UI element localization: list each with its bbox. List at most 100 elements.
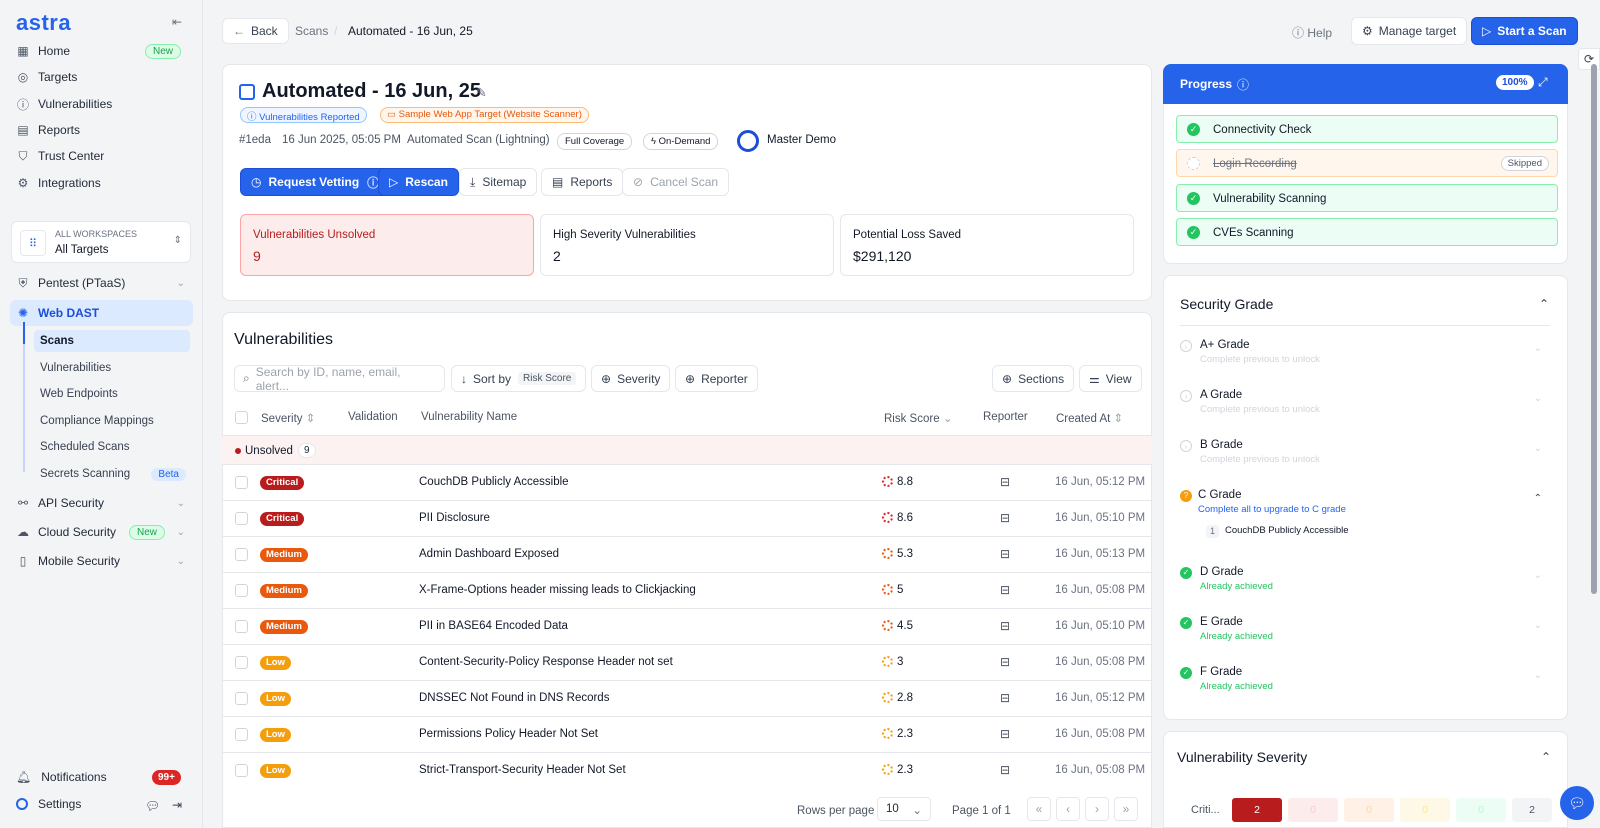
row-checkbox[interactable] — [235, 548, 248, 561]
c-grade-vuln-link[interactable]: CouchDB Publicly Accessible — [1225, 525, 1349, 536]
row-checkbox[interactable] — [235, 620, 248, 633]
logout-icon[interactable]: ⇥ — [172, 798, 183, 812]
table-row[interactable]: Low DNSSEC Not Found in DNS Records 2.8 ⊟ 16… — [222, 680, 1152, 716]
chevron-up-icon[interactable]: ⌃ — [1539, 297, 1550, 311]
nav-reports[interactable]: ▤ Reports — [17, 123, 81, 137]
row-checkbox[interactable] — [235, 764, 248, 777]
nav-pentest[interactable]: ⛨ Pentest (PTaaS) ⌄ — [10, 271, 193, 295]
sub-secrets-scanning[interactable]: Secrets Scanning Beta — [34, 463, 190, 485]
edit-pencil-icon[interactable]: ✎ — [476, 85, 487, 100]
nav-cloud-security[interactable]: ☁ Cloud Security New ⌄ — [17, 524, 185, 540]
table-row[interactable]: Medium PII in BASE64 Encoded Data 4.5 ⊟ 16 J… — [222, 608, 1152, 644]
row-checkbox[interactable] — [235, 728, 248, 741]
target-tag[interactable]: ▭ Sample Web App Target (Website Scanner… — [380, 107, 589, 123]
table-row[interactable]: Low Strict-Transport-Security Header Not … — [222, 752, 1152, 788]
table-row[interactable]: Medium Admin Dashboard Exposed 5.3 ⊟ 16 Jun,… — [222, 536, 1152, 572]
grade-d[interactable]: ✓ D Grade Already achieved ⌄ — [1180, 566, 1552, 606]
workspace-selector[interactable]: ⠿ ALL WORKSPACES All Targets ⇕ — [11, 221, 191, 263]
breadcrumb-scans[interactable]: Scans — [295, 24, 329, 38]
grade-a[interactable]: › A Grade Complete previous to unlock ⌄ — [1180, 389, 1552, 429]
sections-button[interactable]: ⊕ Sections — [992, 365, 1075, 392]
cancel-scan-button[interactable]: ⊘ Cancel Scan — [622, 168, 730, 196]
grade-c[interactable]: ? C Grade Complete all to upgrade to C gra… — [1180, 489, 1552, 544]
nav-mobile-security[interactable]: ▯ Mobile Security ⌄ — [10, 549, 193, 573]
row-checkbox[interactable] — [235, 512, 248, 525]
col-severity[interactable]: Severity ⇕ — [261, 413, 316, 425]
first-page-button[interactable]: « — [1027, 797, 1051, 821]
collapse-sidebar-icon[interactable]: ⇤ — [172, 15, 183, 29]
sev-cell-critical[interactable]: 2 — [1232, 798, 1282, 822]
vulnerability-name[interactable]: Strict-Transport-Security Header Not Set — [419, 764, 626, 776]
sev-cell-info[interactable]: 0 — [1456, 798, 1506, 822]
col-risk-score[interactable]: Risk Score ⌄ — [884, 413, 953, 425]
settings-link[interactable]: Settings — [16, 797, 81, 811]
vulnerability-name[interactable]: PII Disclosure — [419, 512, 490, 524]
severity-badge: Low — [260, 656, 291, 670]
sitemap-button[interactable]: ⤓ Sitemap — [459, 168, 538, 196]
prev-page-button[interactable]: ‹ — [1056, 797, 1080, 821]
reporter-filter-button[interactable]: ⊕ Reporter — [675, 365, 758, 392]
sev-cell-total[interactable]: 2 — [1512, 798, 1552, 822]
vulnerability-name[interactable]: DNSSEC Not Found in DNS Records — [419, 692, 610, 704]
rows-per-page-select[interactable]: 10 ⌄ — [877, 797, 931, 821]
chevron-up-icon[interactable]: ⌃ — [1541, 750, 1552, 764]
sort-by-button[interactable]: ↓ Sort by Risk Score — [451, 365, 587, 392]
nav-integrations[interactable]: ⚙ Integrations — [17, 176, 101, 190]
sev-cell-high[interactable]: 0 — [1288, 798, 1338, 822]
rescan-button[interactable]: ▷ Rescan — [378, 168, 459, 196]
start-scan-button[interactable]: ▷ Start a Scan — [1471, 17, 1578, 45]
grade-a-plus[interactable]: › A+ Grade Complete previous to unlock ⌄ — [1180, 339, 1552, 379]
next-page-button[interactable]: › — [1085, 797, 1109, 821]
sev-cell-medium[interactable]: 0 — [1344, 798, 1394, 822]
search-input[interactable]: ⌕ Search by ID, name, email, alert... — [234, 365, 445, 393]
manage-target-button[interactable]: ⚙ Manage target — [1351, 17, 1468, 45]
vulnerability-name[interactable]: Admin Dashboard Exposed — [419, 548, 559, 560]
unsolved-group-row[interactable]: Unsolved 9 — [222, 435, 1152, 465]
row-checkbox[interactable] — [235, 692, 248, 705]
grade-e[interactable]: ✓ E Grade Already achieved ⌄ — [1180, 616, 1552, 656]
vulnerability-name[interactable]: CouchDB Publicly Accessible — [419, 476, 569, 488]
last-page-button[interactable]: » — [1114, 797, 1138, 821]
nav-targets[interactable]: ◎ Targets — [17, 70, 78, 84]
nav-api-security[interactable]: ⚯ API Security ⌄ — [17, 496, 185, 510]
row-checkbox[interactable] — [235, 584, 248, 597]
view-button[interactable]: ⚌ View — [1079, 365, 1142, 392]
vulnerability-name[interactable]: Content-Security-Policy Response Header … — [419, 656, 673, 668]
grade-f[interactable]: ✓ F Grade Already achieved ⌄ — [1180, 666, 1552, 706]
scrollbar[interactable] — [1591, 64, 1597, 594]
row-checkbox[interactable] — [235, 476, 248, 489]
sev-cell-low[interactable]: 0 — [1400, 798, 1450, 822]
nav-trust-center[interactable]: ⛉ Trust Center — [10, 144, 193, 168]
grade-b[interactable]: › B Grade Complete previous to unlock ⌄ — [1180, 439, 1552, 479]
chat-support-icon[interactable]: 💬︎ — [1560, 786, 1594, 820]
table-row[interactable]: Low Content-Security-Policy Response Head… — [222, 644, 1152, 680]
col-created[interactable]: Created At ⇕ — [1056, 413, 1124, 425]
back-button[interactable]: ← Back — [222, 18, 289, 44]
request-vetting-button[interactable]: ◷ Request Vetting ⓘ — [240, 168, 391, 196]
row-checkbox[interactable] — [235, 656, 248, 669]
risk-gauge-icon — [882, 656, 893, 667]
sub-scans[interactable]: Scans — [34, 330, 190, 352]
help-link[interactable]: ⓘ Help — [1292, 26, 1333, 40]
table-row[interactable]: Medium X-Frame-Options header missing lea… — [222, 572, 1152, 608]
sub-compliance-mappings[interactable]: Compliance Mappings — [40, 415, 154, 427]
sub-web-endpoints[interactable]: Web Endpoints — [40, 388, 118, 400]
notifications-link[interactable]: 🔔︎ Notifications — [16, 770, 107, 784]
nav-home[interactable]: ▦ Home New — [10, 39, 193, 63]
sub-scheduled-scans[interactable]: Scheduled Scans — [40, 441, 130, 453]
vulnerability-name[interactable]: X-Frame-Options header missing leads to … — [419, 584, 696, 596]
chat-icon[interactable]: 💬︎ — [145, 799, 161, 813]
table-row[interactable]: Critical PII Disclosure 8.6 ⊟ 16 Jun, 05:10 … — [222, 500, 1152, 536]
sub-vulnerabilities[interactable]: Vulnerabilities — [40, 362, 112, 374]
vulnerability-name[interactable]: Permissions Policy Header Not Set — [419, 728, 598, 740]
reports-button[interactable]: ▤ Reports — [541, 168, 624, 196]
vulnerability-name[interactable]: PII in BASE64 Encoded Data — [419, 620, 568, 632]
astra-logo[interactable]: astra — [16, 10, 72, 35]
severity-filter-button[interactable]: ⊕ Severity — [591, 365, 671, 392]
expand-icon[interactable]: ⤢ — [1538, 75, 1548, 89]
table-row[interactable]: Low Permissions Policy Header Not Set 2.3 ⊟… — [222, 716, 1152, 752]
nav-vulnerabilities[interactable]: ⓘ Vulnerabilities — [16, 97, 113, 112]
select-all-checkbox[interactable] — [235, 411, 248, 424]
nav-web-dast[interactable]: ✺ Web DAST — [10, 300, 193, 326]
table-row[interactable]: Critical CouchDB Publicly Accessible 8.8 ⊟ 1… — [222, 464, 1152, 500]
